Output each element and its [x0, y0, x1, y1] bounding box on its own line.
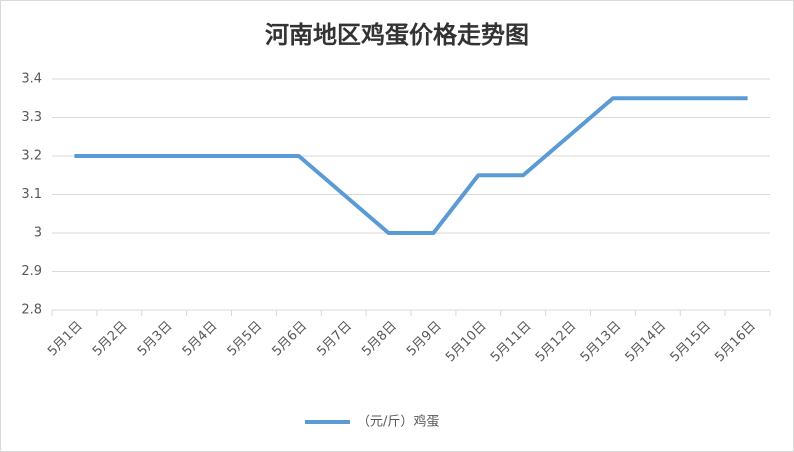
series-line	[74, 96, 748, 235]
y-tick-label: 3.1	[21, 187, 42, 202]
y-tick-label: 3.2	[21, 149, 42, 164]
chart-title: 河南地区鸡蛋价格走势图	[265, 21, 529, 49]
y-tick-label: 3.4	[21, 72, 42, 87]
y-tick-label: 2.8	[21, 303, 42, 318]
legend-label: （元/斤）鸡蛋	[357, 414, 439, 430]
y-tick-label: 3	[34, 226, 42, 241]
y-tick-label: 3.3	[21, 110, 42, 125]
y-tick-label: 2.9	[21, 264, 42, 279]
